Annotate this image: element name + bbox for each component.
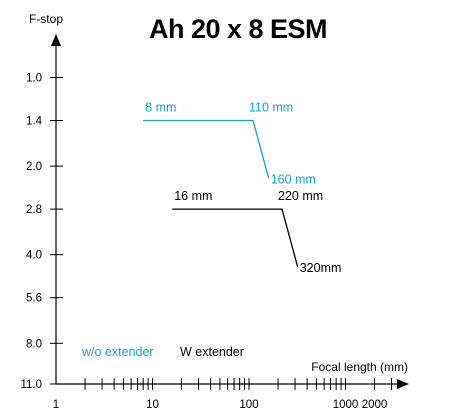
series-layer: 8 mm 110 mm 160 mm 16 mm 220 mm 320mm — [143, 101, 341, 275]
series-line-0 — [143, 119, 270, 179]
annotation-label: 8 mm — [145, 101, 176, 115]
x-tick-label: 2000 — [362, 399, 388, 410]
x-tick-label: 10 — [146, 399, 159, 410]
y-axis-ticks: 1.0 1.4 2.0 2.8 4.0 5.6 8.0 11.0 — [20, 73, 63, 391]
series-line-1 — [172, 208, 299, 268]
annotation-label: 320mm — [300, 261, 342, 275]
x-tick-label: 1 — [53, 399, 59, 410]
annotation-label: 220 mm — [278, 189, 323, 203]
x-axis-ticks: 1 10 100 1000 2000 — [53, 378, 393, 410]
x-tick-label: 1000 — [333, 399, 359, 410]
y-tick-label: 2.8 — [26, 204, 42, 216]
y-tick-label: 1.4 — [26, 116, 43, 128]
y-tick-label: 2.0 — [26, 161, 42, 173]
x-axis-label: Focal length (mm) — [311, 360, 408, 374]
y-axis-arrow-icon — [51, 34, 61, 46]
x-tick-label: 100 — [239, 399, 258, 410]
annotation-label: 16 mm — [174, 189, 212, 203]
y-tick-label: 5.6 — [26, 293, 42, 305]
legend-entry-without-extender: w/o extender — [81, 345, 154, 359]
y-tick-label: 1.0 — [26, 73, 42, 85]
y-tick-label: 4.0 — [26, 250, 42, 262]
x-axis-arrow-icon — [397, 379, 409, 389]
chart-title: Ah 20 x 8 ESM — [149, 14, 327, 44]
y-tick-label: 11.0 — [20, 379, 42, 391]
annotation-label: 160 mm — [271, 172, 316, 186]
y-tick-label: 8.0 — [26, 338, 42, 350]
legend-entry-with-extender: W extender — [180, 345, 244, 359]
y-axis-label: F-stop — [29, 12, 63, 26]
annotation-label: 110 mm — [249, 101, 293, 115]
